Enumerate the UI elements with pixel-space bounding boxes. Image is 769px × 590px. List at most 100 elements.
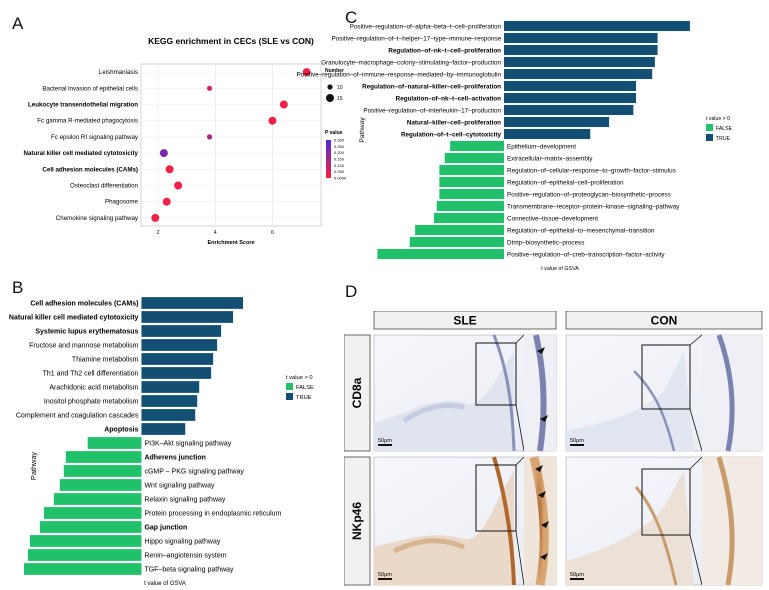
bar bbox=[141, 353, 214, 365]
legend-entry: FALSE bbox=[716, 126, 733, 132]
bar-label: Positive–regulation–of–alpha–beta–t–cell… bbox=[350, 23, 502, 30]
bar-label: Inositol phosphate metabolism bbox=[44, 399, 139, 406]
bar-label: Regulation–of–epithelial–cell–proliferat… bbox=[507, 179, 624, 186]
bar bbox=[141, 409, 196, 421]
y-tick-label: Phagosome bbox=[105, 199, 139, 206]
bar-label: PI3K–Akt signaling pathway bbox=[144, 441, 231, 448]
x-tick-label: 6 bbox=[271, 230, 274, 236]
row-header-cd8a bbox=[344, 334, 371, 452]
bar-label: Protein processing in endoplasmic reticu… bbox=[144, 511, 281, 518]
row-header-nkp46-label: NKp46 bbox=[350, 502, 364, 540]
bar-label: Gap junction bbox=[144, 525, 187, 532]
bar-label: Fructose and mannose metabolism bbox=[29, 343, 138, 350]
bar bbox=[444, 152, 505, 164]
legend-swatch-false bbox=[286, 383, 293, 390]
bar bbox=[141, 325, 222, 337]
bubble-point bbox=[268, 116, 277, 125]
scale-bar-label: 50μm bbox=[378, 438, 392, 444]
legend-p-tick: 0.050 bbox=[334, 169, 345, 174]
bar bbox=[439, 188, 505, 200]
legend-title: t value > 0 bbox=[706, 116, 730, 122]
panel-letter-c: C bbox=[345, 8, 358, 27]
bar-label: Positive–regulation–of–t–helper–17–type–… bbox=[332, 35, 502, 42]
legend-p-tick: 0.250 bbox=[334, 144, 345, 149]
bar-label: TGF–beta signaling pathway bbox=[144, 567, 234, 574]
bar bbox=[39, 521, 142, 533]
column-header-sle-label: SLE bbox=[453, 314, 476, 328]
legend-p-tick: 0.150 bbox=[334, 157, 345, 162]
bar bbox=[436, 200, 505, 212]
bar bbox=[23, 563, 142, 575]
bar bbox=[53, 493, 142, 505]
bar bbox=[141, 381, 200, 393]
bar bbox=[504, 128, 591, 140]
legend-p-tick: 0.300 bbox=[334, 138, 345, 143]
row-header-nkp46 bbox=[344, 456, 371, 586]
micrograph-sle-cd8a: 50μm bbox=[373, 334, 557, 452]
bar-label: Dtmp–biosynthetic–process bbox=[507, 239, 584, 246]
y-axis-label: Pathway bbox=[29, 452, 38, 480]
bubble-point bbox=[206, 85, 213, 91]
bar-label: Apoptosis bbox=[104, 427, 138, 434]
y-tick-label: Chemokine signaling pathway bbox=[56, 215, 139, 222]
bar-label: Arachidonic acid metabolism bbox=[49, 385, 138, 392]
bar-label: Granulocyte–macrophage–colony–stimulatin… bbox=[321, 59, 501, 66]
bar bbox=[63, 465, 142, 477]
bar-label: Regulation–of–cellular–response–to–growt… bbox=[507, 167, 676, 174]
bubble-point bbox=[151, 213, 160, 222]
bar-label: Regulation–of–t–cell–cytotoxicity bbox=[401, 131, 502, 138]
panel-letter-b: B bbox=[12, 278, 24, 297]
scale-bar-label: 50μm bbox=[570, 572, 584, 578]
column-header-sle bbox=[373, 311, 557, 330]
bar bbox=[415, 224, 505, 236]
panel-letter-a: A bbox=[12, 14, 24, 33]
legend-number-entry: 10 bbox=[337, 85, 343, 91]
x-axis-label: t value of GSVA bbox=[144, 581, 186, 587]
bar-label: Positive–regulation–of–immune–response–m… bbox=[297, 71, 502, 78]
bar-label: Positive–regulation–of–interleukin–17–pr… bbox=[363, 107, 501, 114]
bar-label: Epithelium–development bbox=[507, 143, 576, 150]
scale-bar-label: 50μm bbox=[378, 572, 392, 578]
micrograph-con-nkp46: 50μm bbox=[565, 456, 763, 586]
legend-p-tick: 0.0000 bbox=[334, 176, 347, 181]
bar bbox=[409, 236, 505, 248]
bar-label: Hippo signaling pathway bbox=[144, 539, 220, 546]
bar bbox=[141, 423, 186, 435]
bar-label: Cell adhesion molecules (CAMs) bbox=[30, 301, 138, 308]
bar bbox=[141, 311, 234, 323]
legend-p-tick: 0.200 bbox=[334, 150, 345, 155]
legend-entry: FALSE bbox=[296, 385, 314, 391]
bar-label: Regulation–of–nk–t–cell–activation bbox=[396, 95, 501, 102]
panel-letter-d: D bbox=[345, 282, 358, 301]
immunohistochemistry-panel: SLE CON CD8a NKp46 50μm 50μm bbox=[344, 311, 763, 586]
legend-number-title: Number bbox=[325, 68, 344, 74]
bar-label: Wnt signaling pathway bbox=[144, 483, 215, 490]
bar bbox=[59, 479, 142, 491]
chart-title: KEGG enrichment in CECs (SLE vs CON) bbox=[148, 36, 314, 46]
bar-label: Positive–regulation–of–creb–transcriptio… bbox=[507, 251, 665, 258]
bar-label: Natural–killer–cell–proliferation bbox=[407, 119, 501, 126]
x-tick-label: 2 bbox=[157, 230, 160, 236]
y-tick-label: Fc epsilon RI signaling pathway bbox=[51, 134, 139, 141]
legend-entry: TRUE bbox=[716, 136, 731, 142]
bar bbox=[439, 176, 505, 188]
bar-label: Relaxin signaling pathway bbox=[144, 497, 225, 504]
bubble-point bbox=[206, 134, 213, 140]
bar-label: Connective–tissue–development bbox=[507, 215, 598, 222]
bar bbox=[504, 68, 653, 80]
bar-label: Regulation–of–nk–t–cell–proliferation bbox=[388, 47, 501, 54]
bar-label: Regulation–of–natural–killer–cell–prolif… bbox=[362, 83, 501, 90]
column-header-con-label: CON bbox=[651, 314, 678, 328]
bubble-point bbox=[165, 165, 174, 174]
legend-number-entry: 15 bbox=[337, 96, 343, 102]
micrograph-con-cd8a: 50μm bbox=[565, 334, 763, 452]
column-header-con bbox=[565, 311, 763, 330]
bubble-point bbox=[279, 100, 288, 109]
plot-frame bbox=[140, 63, 322, 227]
legend-p-tick: 0.100 bbox=[334, 163, 345, 168]
bar bbox=[29, 535, 142, 547]
legend-entry: TRUE bbox=[296, 395, 312, 401]
bar bbox=[65, 451, 142, 463]
bar-label: Transmembrane–receptor–protein–kinase–si… bbox=[507, 203, 680, 210]
y-tick-label: Bacterial invasion of epithelial cells bbox=[42, 85, 138, 92]
